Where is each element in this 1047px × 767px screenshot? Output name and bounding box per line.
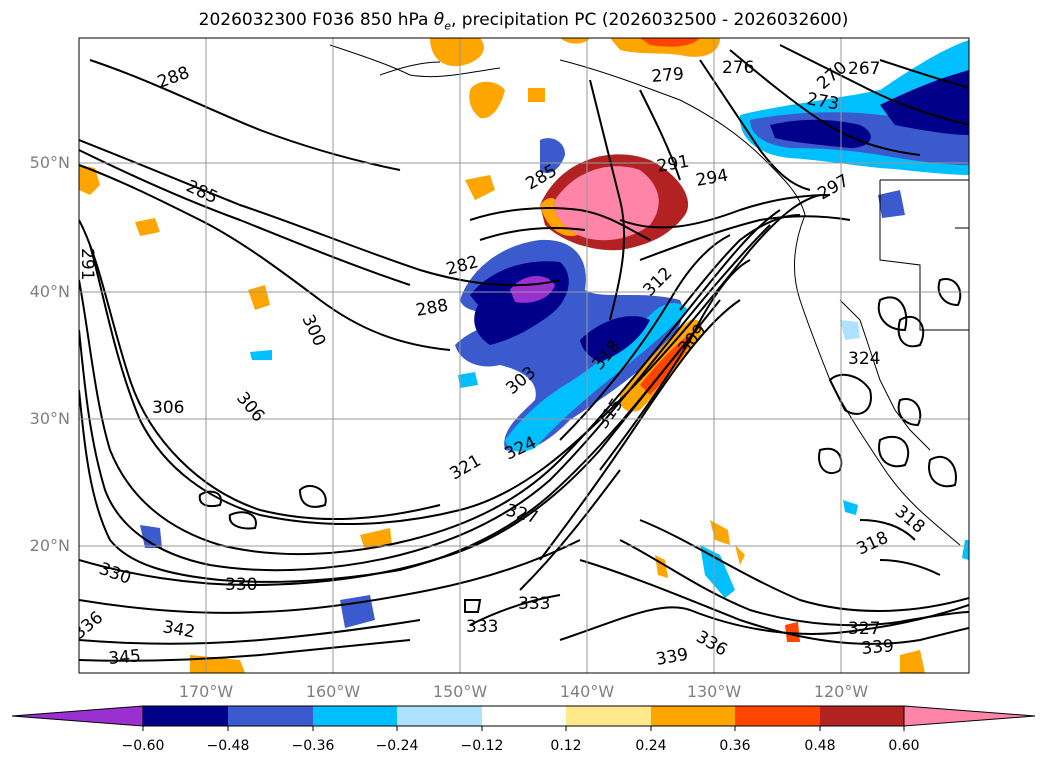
- colorbar-bin: [482, 706, 566, 726]
- lat-label: 40°N: [29, 282, 70, 301]
- colorbar-bin: [228, 706, 313, 726]
- colorbar-tick-label: 0.48: [804, 738, 836, 754]
- colorbar: [11, 705, 1036, 731]
- contour-label: 276: [722, 58, 754, 78]
- contour-label: 330: [225, 575, 257, 595]
- negative-precip-edge: [505, 303, 688, 452]
- colorbar-tick-label: 0.36: [719, 738, 751, 754]
- colorbar-high-extension: [903, 705, 1036, 727]
- precip-shading: [79, 38, 969, 673]
- lat-label: 20°N: [29, 536, 70, 555]
- lat-label: 50°N: [29, 153, 70, 172]
- title-prefix: 2026032300 F036 850 hPa: [198, 10, 434, 30]
- colorbar-tick-label: −0.12: [460, 738, 504, 754]
- colorbar-bin: [397, 706, 482, 726]
- lon-label: 170°W: [178, 682, 234, 701]
- plot-frame: [78, 37, 970, 674]
- plot-area: 288 285 282 288 291 294 279 276 273 270 …: [77, 38, 969, 673]
- lon-label: 140°W: [559, 682, 615, 701]
- colorbar-bin: [313, 706, 397, 726]
- colorbar-tick-label: −0.48: [206, 738, 250, 754]
- theta-subscript: e: [444, 19, 451, 33]
- colorbar-tick-label: −0.60: [121, 738, 165, 754]
- lon-label: 130°W: [686, 682, 742, 701]
- contour-label: 333: [466, 617, 498, 637]
- colorbar-bin: [143, 706, 228, 726]
- lon-label: 160°W: [305, 682, 361, 701]
- colorbar-bin: [566, 706, 651, 726]
- contour-label: 267: [848, 59, 880, 79]
- contour-label: 333: [518, 594, 550, 614]
- colorbar-tick-label: 0.60: [888, 738, 920, 754]
- theta-symbol: θ: [433, 10, 445, 30]
- lon-label: 120°W: [813, 682, 869, 701]
- contour-label: 324: [848, 349, 880, 369]
- contour-label: 279: [651, 64, 685, 87]
- map-title: 2026032300 F036 850 hPa θe, precipitatio…: [0, 10, 1047, 32]
- colorbar-tick-label: −0.24: [375, 738, 419, 754]
- contour-label: 345: [108, 646, 142, 669]
- contour-label: 291: [77, 248, 97, 280]
- theta-e-contours: [79, 44, 969, 662]
- colorbar-tick-label: −0.36: [291, 738, 335, 754]
- colorbar-tick-label: 0.12: [550, 738, 582, 754]
- coastlines: [329, 44, 969, 546]
- contour-label: 306: [152, 398, 184, 418]
- colorbar-bin: [820, 706, 904, 726]
- lat-label: 30°N: [29, 409, 70, 428]
- graticule: [79, 38, 969, 673]
- title-suffix: , precipitation PC (2026032500 - 2026032…: [450, 10, 849, 30]
- lon-label: 150°W: [432, 682, 488, 701]
- colorbar-tick-label: 0.24: [635, 738, 667, 754]
- contour-label: 327: [848, 619, 880, 639]
- colorbar-bin: [735, 706, 820, 726]
- colorbar-low-extension: [11, 705, 144, 727]
- contour-label: 339: [861, 636, 895, 659]
- colorbar-bin: [651, 706, 735, 726]
